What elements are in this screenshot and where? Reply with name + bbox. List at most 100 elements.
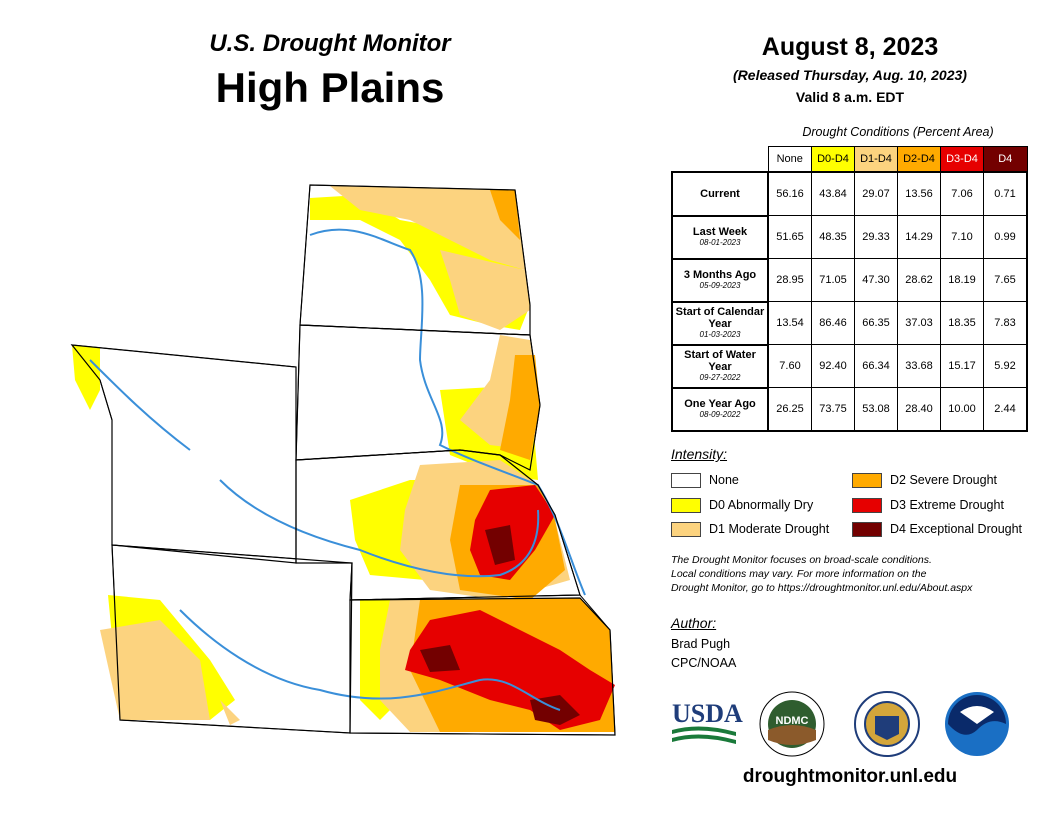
row-label: 3 Months Ago bbox=[683, 269, 757, 281]
table-row: Start of Calendar Year 01-03-2023 13.54 86.… bbox=[671, 300, 1028, 346]
ndmc-logo-text: NDMC bbox=[776, 715, 809, 727]
note-line-3: Drought Monitor, go to https://droughtmo… bbox=[671, 582, 973, 594]
col-header-d1-d4: D1-D4 bbox=[854, 146, 898, 173]
legend-swatch bbox=[852, 472, 882, 488]
table-cell: 13.54 bbox=[767, 301, 812, 345]
table-cell: 92.40 bbox=[811, 344, 855, 388]
row-date: 05-09-2023 bbox=[699, 281, 741, 290]
table-cell: 18.35 bbox=[940, 301, 984, 345]
legend-item: D3 Extreme Drought bbox=[852, 496, 1004, 514]
rivers bbox=[89, 228, 586, 711]
col-header-d4: D4 bbox=[983, 146, 1028, 173]
table-cell: 7.83 bbox=[983, 301, 1028, 345]
table-cell: 71.05 bbox=[811, 258, 855, 302]
high-plains-map bbox=[70, 184, 616, 736]
table-cell: 28.95 bbox=[767, 258, 812, 302]
legend-item: D0 Abnormally Dry bbox=[671, 496, 813, 514]
table-cell: 28.62 bbox=[897, 258, 941, 302]
legend-item: D2 Severe Drought bbox=[852, 471, 997, 489]
row-date: 08-01-2023 bbox=[699, 238, 741, 247]
legend-label: D4 Exceptional Drought bbox=[890, 522, 1023, 536]
note-line-2: Local conditions may vary. For more info… bbox=[671, 568, 927, 580]
row-label: Last Week bbox=[692, 226, 748, 238]
legend-swatch bbox=[671, 472, 701, 488]
arkansas-river bbox=[179, 609, 561, 711]
col-header-d3-d4: D3-D4 bbox=[940, 146, 984, 173]
table-row: Last Week 08-01-2023 51.65 48.35 29.33 14.29 7… bbox=[671, 214, 1028, 260]
table-cell: 66.34 bbox=[854, 344, 898, 388]
author-name: Brad Pugh bbox=[671, 637, 731, 651]
table-body: Current 56.16 43.84 29.07 13.56 7.06 0.71 Last … bbox=[671, 171, 1028, 432]
map-date: August 8, 2023 bbox=[761, 33, 939, 61]
row-label: Start of Calendar Year bbox=[675, 306, 765, 330]
col-header-d0-d4: D0-D4 bbox=[811, 146, 855, 173]
row-header: One Year Ago 08-09-2022 bbox=[671, 386, 769, 432]
note-line-1: The Drought Monitor focuses on broad-sca… bbox=[671, 554, 932, 566]
table-caption: Drought Conditions (Percent Area) bbox=[802, 125, 994, 139]
platte-river bbox=[219, 479, 540, 578]
row-header: Start of Calendar Year 01-03-2023 bbox=[671, 300, 769, 346]
col-header-d2-d4: D2-D4 bbox=[897, 146, 941, 173]
table-cell: 47.30 bbox=[854, 258, 898, 302]
table-row: Start of Water Year 09-27-2022 7.60 92.40 66… bbox=[671, 343, 1028, 389]
table-row: Current 56.16 43.84 29.07 13.56 7.06 0.71 bbox=[671, 171, 1028, 217]
table-cell: 0.71 bbox=[983, 171, 1028, 216]
disclaimer-note: The Drought Monitor focuses on broad-sca… bbox=[671, 553, 1051, 595]
table-cell: 56.16 bbox=[767, 171, 812, 216]
row-header: Start of Water Year 09-27-2022 bbox=[671, 343, 769, 389]
wyoming-shape bbox=[70, 344, 297, 564]
table-cell: 13.56 bbox=[897, 171, 941, 216]
table-cell: 73.75 bbox=[811, 387, 855, 432]
legend-label: D1 Moderate Drought bbox=[709, 522, 830, 536]
table-cell: 43.84 bbox=[811, 171, 855, 216]
state-climatologist-seal bbox=[854, 691, 920, 757]
map-subtitle: U.S. Drought Monitor bbox=[209, 30, 451, 57]
legend-item: D1 Moderate Drought bbox=[671, 520, 829, 538]
table-cell: 29.33 bbox=[854, 215, 898, 259]
valid-time: Valid 8 a.m. EDT bbox=[795, 89, 905, 105]
table-cell: 7.65 bbox=[983, 258, 1028, 302]
row-date: 09-27-2022 bbox=[699, 373, 741, 382]
table-cell: 37.03 bbox=[897, 301, 941, 345]
row-label: One Year Ago bbox=[684, 398, 756, 411]
table-cell: 7.10 bbox=[940, 215, 984, 259]
legend-item: D4 Exceptional Drought bbox=[852, 520, 1022, 538]
row-header: Current bbox=[671, 171, 769, 217]
table-cell: 53.08 bbox=[854, 387, 898, 432]
legend-title: Intensity: bbox=[671, 446, 728, 462]
author-label: Author: bbox=[671, 615, 717, 631]
table-cell: 26.25 bbox=[767, 387, 812, 432]
col-header-none: None bbox=[767, 146, 812, 173]
row-label: Start of Water Year bbox=[684, 349, 756, 373]
table-cell: 5.92 bbox=[983, 344, 1028, 388]
table-cell: 48.35 bbox=[811, 215, 855, 259]
row-header: 3 Months Ago 05-09-2023 bbox=[671, 257, 769, 303]
release-date: (Released Thursday, Aug. 10, 2023) bbox=[733, 67, 967, 83]
table-cell: 66.35 bbox=[854, 301, 898, 345]
table-cell: 15.17 bbox=[940, 344, 984, 388]
row-header: Last Week 08-01-2023 bbox=[671, 214, 769, 260]
legend-item: None bbox=[671, 471, 739, 489]
table-cell: 0.99 bbox=[983, 215, 1028, 259]
table-cell: 7.60 bbox=[767, 344, 812, 388]
table-cell: 33.68 bbox=[897, 344, 941, 388]
table-cell: 86.46 bbox=[811, 301, 855, 345]
legend-label: None bbox=[709, 473, 739, 487]
table-cell: 29.07 bbox=[854, 171, 898, 216]
table-cell: 2.44 bbox=[983, 387, 1028, 432]
noaa-logo bbox=[945, 692, 1009, 756]
legend-swatch bbox=[852, 497, 882, 513]
drought-conditions-table: None D0-D4 D1-D4 D2-D4 D3-D4 D4 Current 5… bbox=[671, 146, 1028, 432]
map-region-title: High Plains bbox=[215, 64, 445, 111]
table-cell: 14.29 bbox=[897, 215, 941, 259]
agency-logos: USDA NDMC bbox=[672, 691, 1009, 757]
state-borders bbox=[70, 184, 616, 736]
table-cell: 10.00 bbox=[940, 387, 984, 432]
author-org: CPC/NOAA bbox=[671, 656, 737, 670]
table-cell: 28.40 bbox=[897, 387, 941, 432]
table-row: One Year Ago 08-09-2022 26.25 73.75 53.08 28.… bbox=[671, 386, 1028, 432]
yellowstone-river bbox=[89, 359, 191, 451]
footer-url[interactable]: droughtmonitor.unl.edu bbox=[742, 766, 958, 787]
legend-swatch bbox=[852, 521, 882, 537]
legend-swatch bbox=[671, 521, 701, 537]
